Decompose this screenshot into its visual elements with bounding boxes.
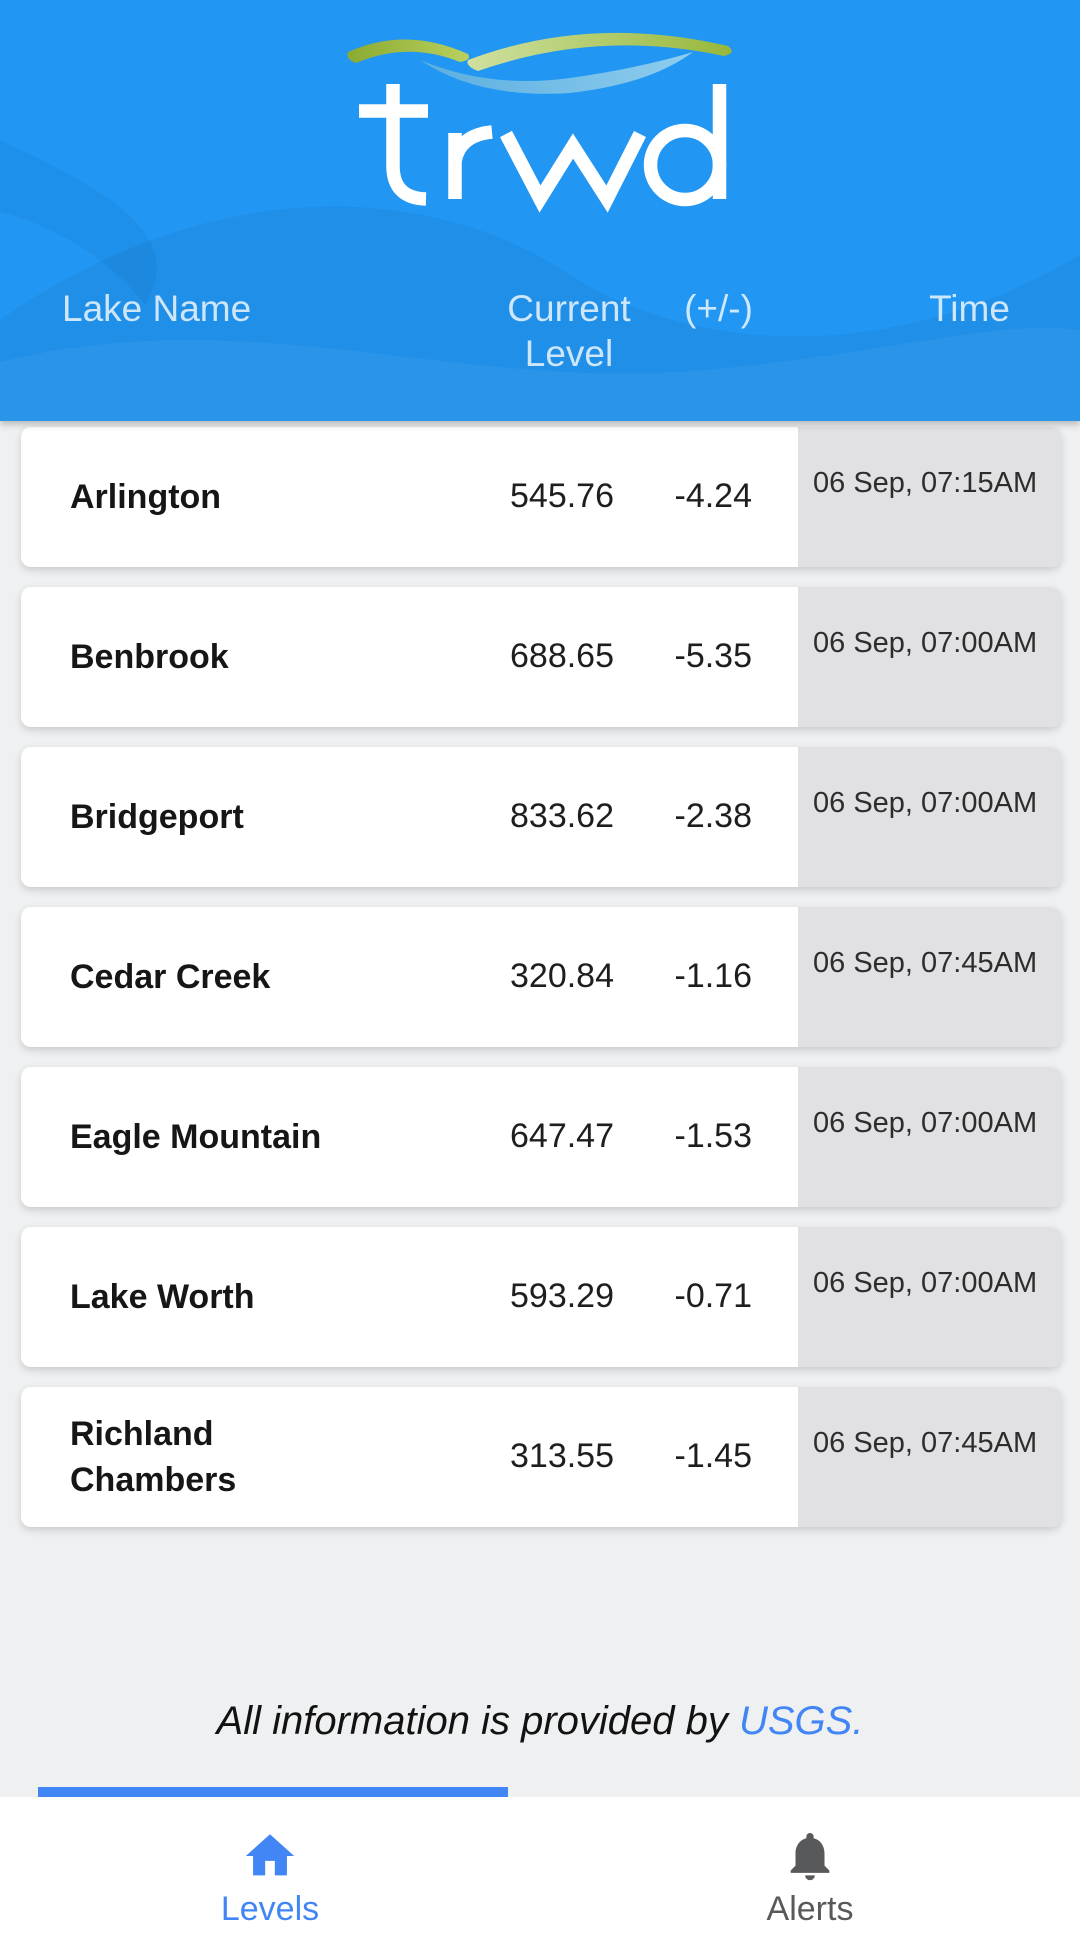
lake-name: Benbrook bbox=[70, 638, 229, 676]
lake-time: 06 Sep, 07:45AM bbox=[798, 907, 1061, 1047]
tab-alerts[interactable]: Alerts bbox=[540, 1797, 1080, 1940]
lake-row-benbrook[interactable]: Benbrook 688.65 -5.35 06 Sep, 07:00AM bbox=[21, 587, 1061, 727]
lake-level: 593.29 bbox=[510, 1277, 614, 1315]
lake-name: Richland Chambers bbox=[70, 1415, 237, 1499]
lake-time: 06 Sep, 07:00AM bbox=[798, 747, 1061, 887]
lake-change: -1.45 bbox=[674, 1437, 753, 1475]
bottom-navigation: Levels Alerts bbox=[0, 1787, 1080, 1940]
lake-name: Cedar Creek bbox=[70, 958, 271, 996]
lake-level: 833.62 bbox=[510, 797, 614, 835]
lake-level: 313.55 bbox=[510, 1437, 614, 1475]
lake-name: Lake Worth bbox=[70, 1278, 255, 1316]
lake-row-bridgeport[interactable]: Bridgeport 833.62 -2.38 06 Sep, 07:00AM bbox=[21, 747, 1061, 887]
usgs-link[interactable]: USGS. bbox=[738, 1699, 864, 1743]
lake-level: 688.65 bbox=[510, 637, 614, 675]
lake-level: 320.84 bbox=[510, 957, 614, 995]
lake-row-richland-chambers[interactable]: Richland Chambers 313.55 -1.45 06 Sep, 0… bbox=[21, 1387, 1061, 1527]
lake-time: 06 Sep, 07:15AM bbox=[798, 427, 1061, 567]
trwd-logo bbox=[188, 14, 892, 244]
table-header-row: Lake Name Current Level (+/-) Time bbox=[21, 286, 1061, 376]
lake-change: -4.24 bbox=[674, 477, 753, 515]
lake-row-arlington[interactable]: Arlington 545.76 -4.24 06 Sep, 07:15AM bbox=[21, 427, 1061, 567]
lake-name: Arlington bbox=[70, 478, 222, 516]
lake-time: 06 Sep, 07:00AM bbox=[798, 587, 1061, 727]
tab-levels[interactable]: Levels bbox=[0, 1797, 540, 1940]
logo-wave-swooshes bbox=[347, 32, 732, 94]
active-tab-indicator bbox=[38, 1787, 508, 1797]
lake-row-cedar-creek[interactable]: Cedar Creek 320.84 -1.16 06 Sep, 07:45AM bbox=[21, 907, 1061, 1047]
trwd-logo-image bbox=[347, 32, 732, 213]
tab-levels-label: Levels bbox=[220, 1890, 320, 1928]
bell-icon bbox=[790, 1833, 830, 1881]
app-header: Lake Name Current Level (+/-) Time bbox=[0, 0, 1080, 421]
column-header-time: Time bbox=[929, 288, 1010, 329]
lake-time: 06 Sep, 07:00AM bbox=[798, 1067, 1061, 1207]
header-wave-background bbox=[0, 140, 1080, 421]
tab-alerts-label: Alerts bbox=[766, 1890, 854, 1928]
lake-change: -1.53 bbox=[674, 1117, 753, 1155]
lake-change: -2.38 bbox=[674, 797, 753, 835]
lake-change: -0.71 bbox=[674, 1277, 753, 1315]
column-header-lake-name: Lake Name bbox=[62, 288, 252, 329]
logo-wordmark bbox=[359, 84, 727, 213]
column-header-change: (+/-) bbox=[684, 288, 753, 329]
lake-level: 647.47 bbox=[510, 1117, 614, 1155]
lake-level: 545.76 bbox=[510, 477, 614, 515]
lake-time: 06 Sep, 07:00AM bbox=[798, 1227, 1061, 1367]
lake-row-eagle-mountain[interactable]: Eagle Mountain 647.47 -1.53 06 Sep, 07:0… bbox=[21, 1067, 1061, 1207]
lake-name: Bridgeport bbox=[70, 798, 244, 836]
data-source-note: All information is provided by USGS. bbox=[0, 1695, 1080, 1747]
lake-list: Arlington 545.76 -4.24 06 Sep, 07:15AM B… bbox=[0, 421, 1080, 1527]
data-source-note-text: All information is provided by bbox=[216, 1699, 739, 1743]
lake-change: -1.16 bbox=[674, 957, 753, 995]
lake-time: 06 Sep, 07:45AM bbox=[798, 1387, 1061, 1527]
column-header-current-level: Current Level bbox=[507, 288, 631, 374]
lake-name: Eagle Mountain bbox=[70, 1118, 322, 1156]
lake-change: -5.35 bbox=[674, 637, 753, 675]
home-icon bbox=[245, 1834, 295, 1876]
lake-row-lake-worth[interactable]: Lake Worth 593.29 -0.71 06 Sep, 07:00AM bbox=[21, 1227, 1061, 1367]
